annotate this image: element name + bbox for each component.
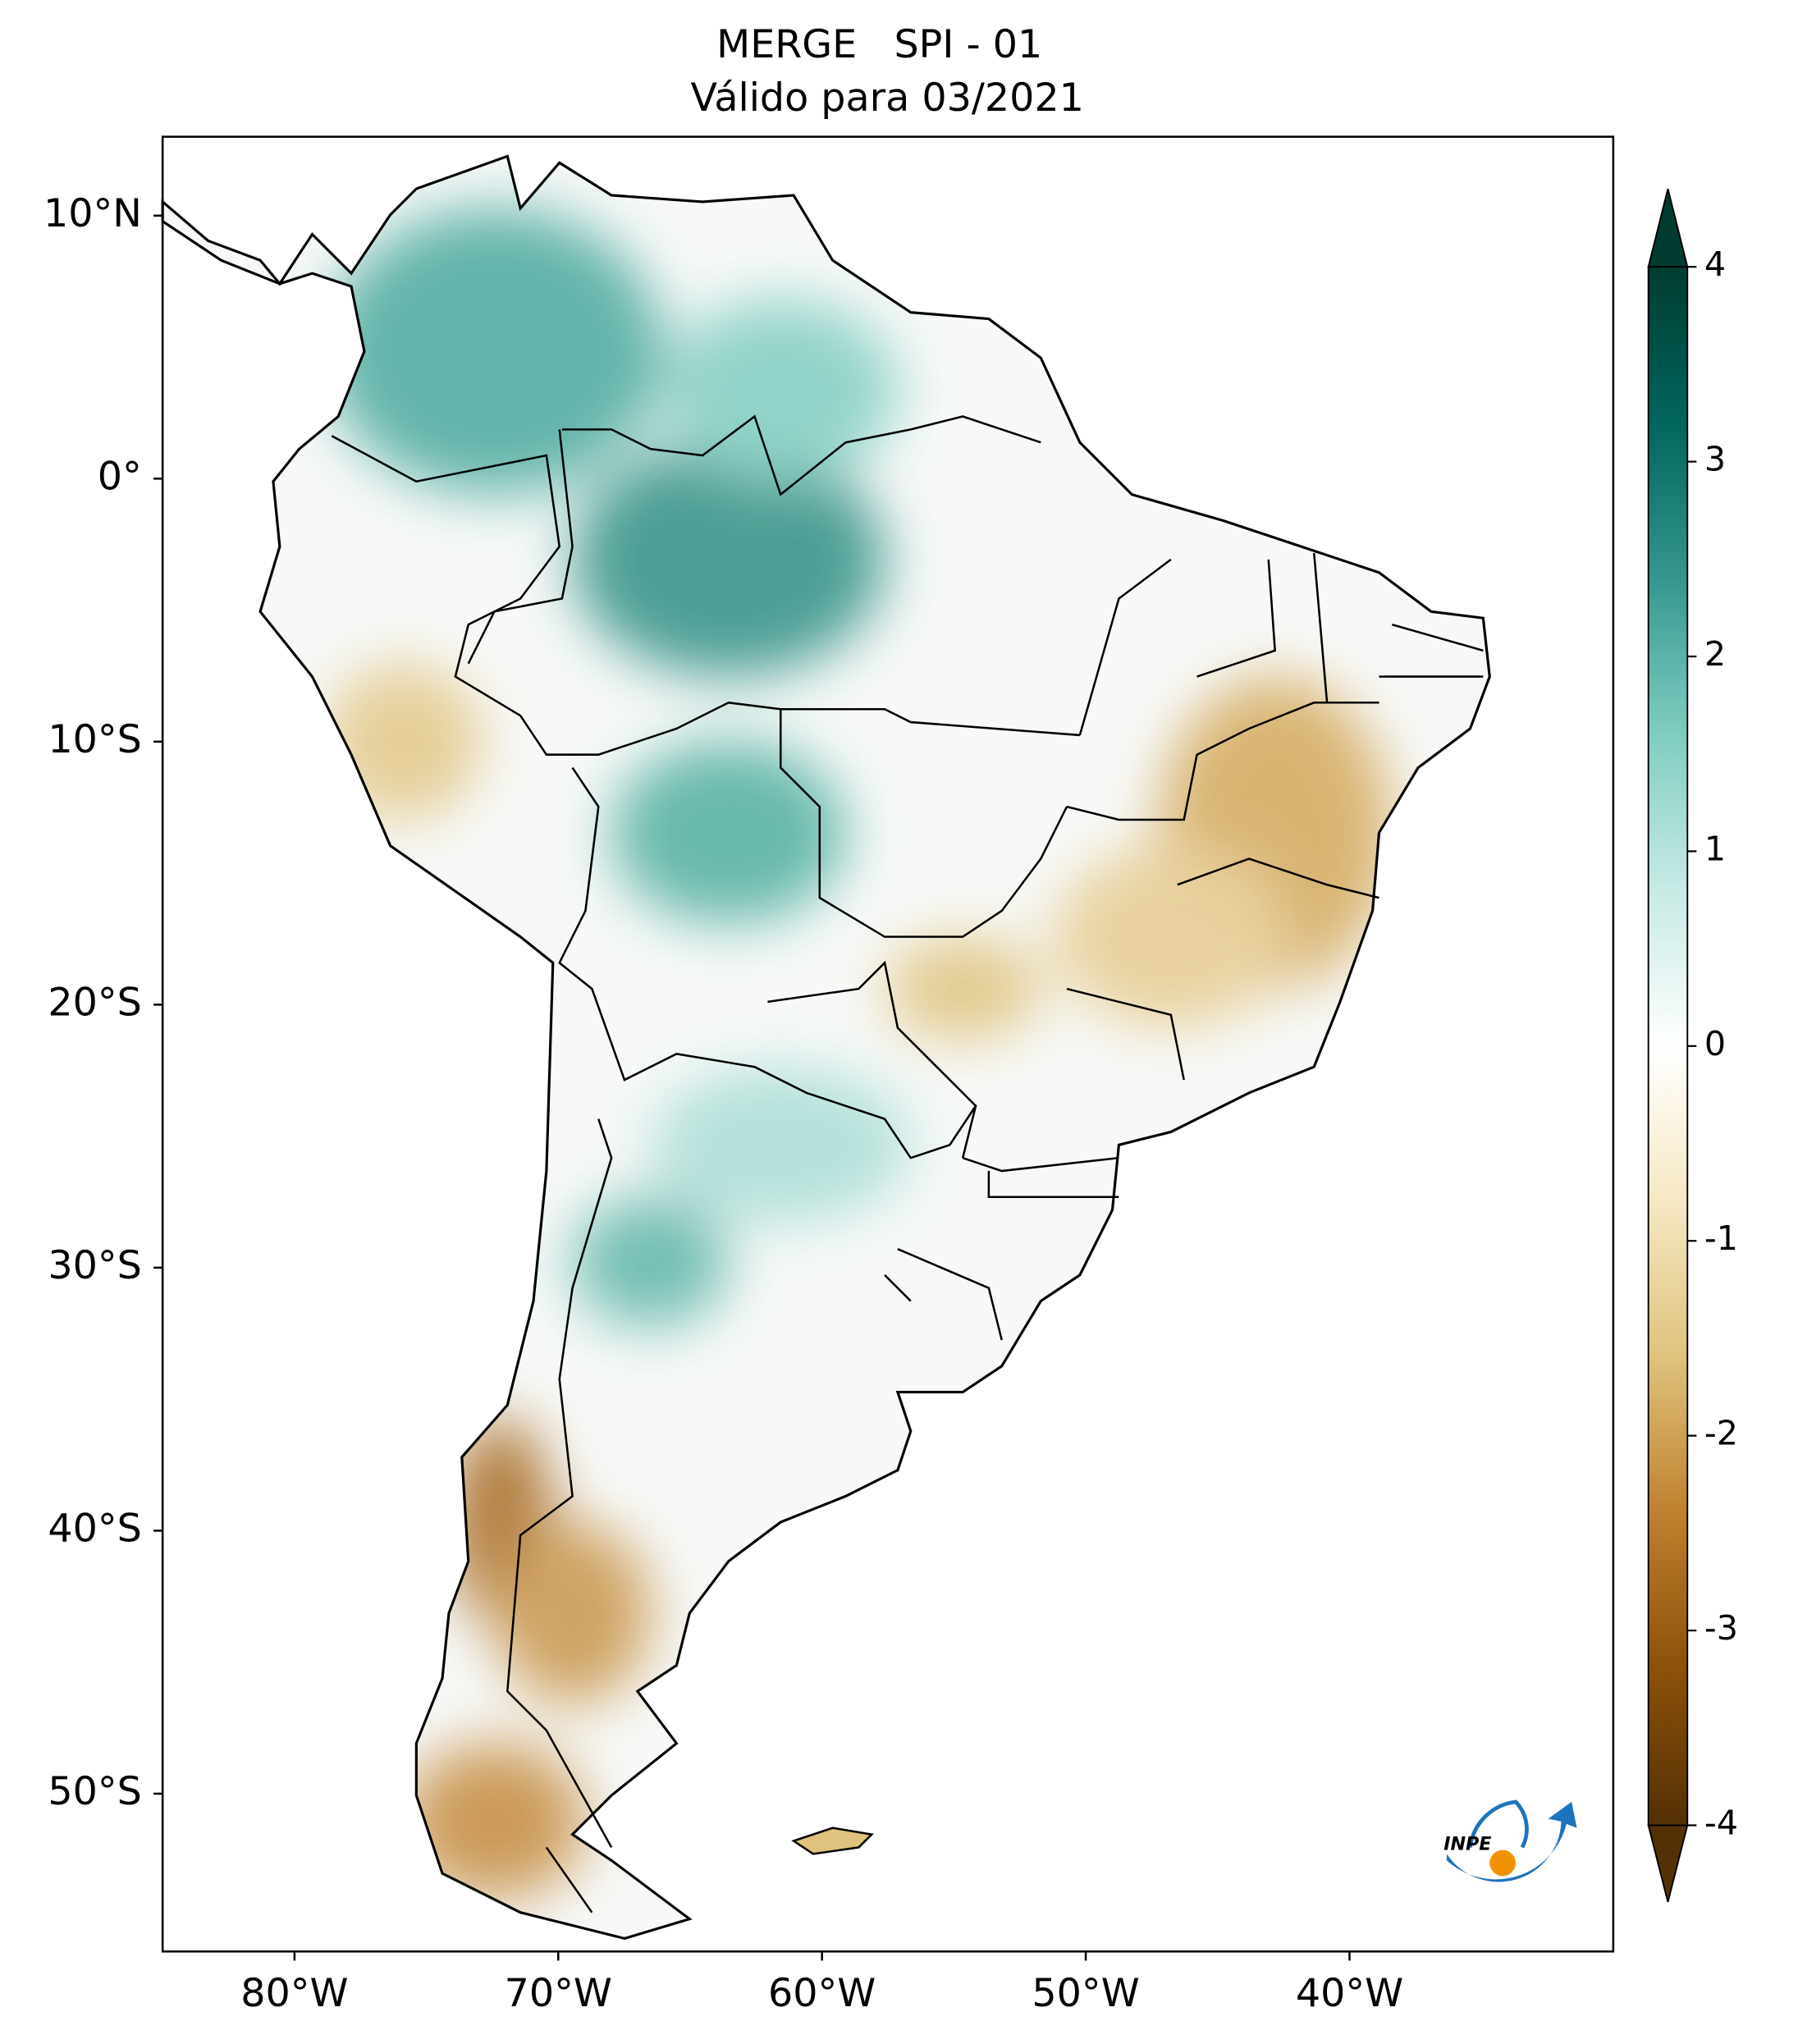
logo-text: INPE	[1443, 1834, 1491, 1855]
y-tick-label: 20°S	[48, 980, 141, 1025]
map-subtitle: Válido para 03/2021	[691, 75, 1084, 121]
y-tick-label: 10°N	[43, 191, 142, 236]
colorbar-tick-label: 2	[1704, 634, 1726, 674]
x-tick-label: 50°W	[1032, 1971, 1139, 2016]
colorbar-extend-max	[1647, 188, 1689, 268]
colorbar-tick-label: -4	[1704, 1803, 1738, 1842]
y-tick-label: 30°S	[48, 1243, 141, 1288]
x-tick-label: 70°W	[505, 1971, 612, 2016]
inpe-logo: INPE	[1443, 1799, 1577, 1882]
colorbar-tick-label: -1	[1704, 1219, 1738, 1258]
map-title: MERGE SPI - 01	[716, 22, 1042, 67]
map-frame	[161, 135, 1615, 1953]
colorbar: 4 3 2 1 0 -1 -2 -3 -4	[1647, 188, 1738, 1903]
coastline	[161, 154, 1491, 1941]
land-shading	[162, 156, 1490, 1939]
colorbar-tick-label: -3	[1704, 1608, 1738, 1648]
colorbar-tick-label: 1	[1704, 829, 1726, 868]
colorbar-tick-label: -2	[1704, 1414, 1738, 1453]
colorbar-tick-label: 4	[1704, 245, 1726, 284]
colorbar-body	[1647, 266, 1689, 1827]
y-tick-label: 50°S	[48, 1769, 141, 1814]
colorbar-extend-min	[1647, 1824, 1689, 1903]
colorbar-tick-label: 0	[1704, 1024, 1726, 1063]
y-tick-label: 40°S	[48, 1506, 141, 1551]
falkland-islands	[791, 1827, 874, 1855]
borders	[331, 414, 1484, 1914]
x-tick-label: 80°W	[240, 1971, 348, 2016]
x-tick-label: 60°W	[768, 1971, 876, 2016]
y-tick-label: 0°	[98, 454, 142, 499]
x-tick-label: 40°W	[1296, 1971, 1403, 2016]
y-tick-label: 10°S	[48, 717, 141, 762]
colorbar-tick-label: 3	[1704, 440, 1726, 479]
